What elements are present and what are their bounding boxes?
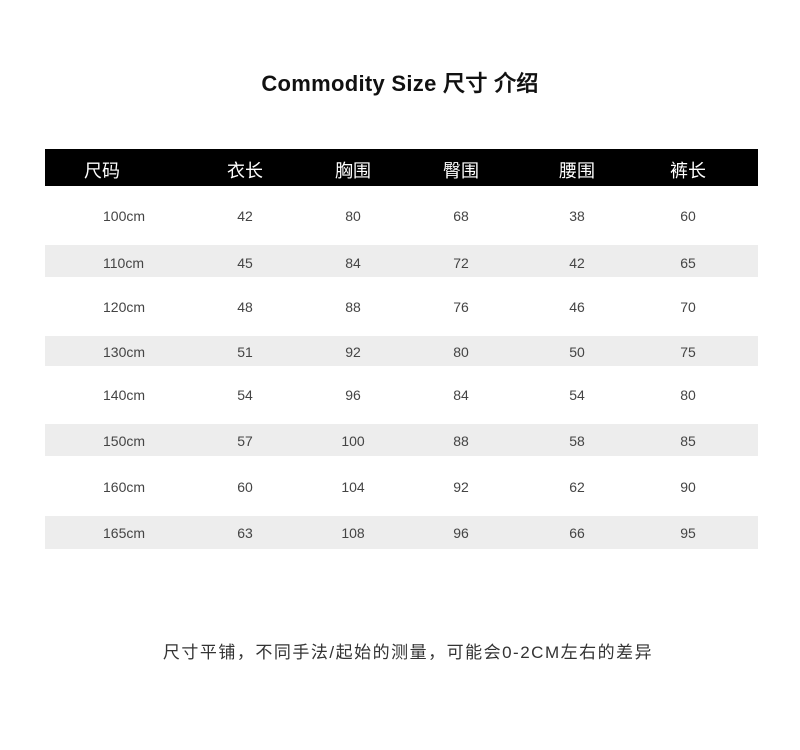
table-row: 160cm 60 104 92 62 90 <box>45 456 758 516</box>
cell-waist: 42 <box>569 255 585 271</box>
cell-pants-length: 75 <box>680 344 696 360</box>
cell-pants-length: 90 <box>680 479 696 495</box>
cell-length: 45 <box>237 255 253 271</box>
cell-length: 48 <box>237 299 253 315</box>
cell-chest: 108 <box>341 525 365 541</box>
cell-pants-length: 60 <box>680 208 696 224</box>
cell-chest: 88 <box>345 299 361 315</box>
cell-length: 57 <box>237 433 253 449</box>
cell-length: 60 <box>237 479 253 495</box>
measurement-note: 尺寸平铺，不同手法/起始的测量，可能会0-2CM左右的差异 <box>162 643 654 662</box>
cell-hip: 92 <box>453 479 469 495</box>
cell-pants-length: 85 <box>680 433 696 449</box>
cell-pants-length: 95 <box>680 525 696 541</box>
cell-chest: 100 <box>341 433 365 449</box>
cell-chest: 96 <box>345 387 361 403</box>
cell-size: 150cm <box>103 433 146 449</box>
header-size: 尺码 <box>84 161 120 181</box>
cell-hip: 84 <box>453 387 469 403</box>
cell-length: 42 <box>237 208 253 224</box>
cell-hip: 88 <box>453 433 469 449</box>
cell-pants-length: 80 <box>680 387 696 403</box>
cell-length: 54 <box>237 387 253 403</box>
header-waist: 腰围 <box>559 161 595 181</box>
table-row: 120cm 48 88 76 46 70 <box>45 277 758 336</box>
cell-hip: 80 <box>453 344 469 360</box>
cell-waist: 62 <box>569 479 585 495</box>
cell-pants-length: 70 <box>680 299 696 315</box>
cell-waist: 50 <box>569 344 585 360</box>
size-table: 尺码 衣长 胸围 臀围 腰围 裤长 100cm 42 80 68 38 60 110cm 45… <box>45 149 758 549</box>
cell-hip: 72 <box>453 255 469 271</box>
cell-chest: 80 <box>345 208 361 224</box>
cell-chest: 104 <box>341 479 365 495</box>
cell-hip: 96 <box>453 525 469 541</box>
table-row: 110cm 45 84 72 42 65 <box>45 245 758 277</box>
cell-size: 160cm <box>103 479 146 495</box>
cell-size: 165cm <box>103 525 146 541</box>
cell-size: 140cm <box>103 387 146 403</box>
cell-waist: 54 <box>569 387 585 403</box>
cell-waist: 58 <box>569 433 585 449</box>
header-hip: 臀围 <box>443 161 479 181</box>
cell-pants-length: 65 <box>680 255 696 271</box>
cell-size: 100cm <box>103 208 146 224</box>
cell-chest: 84 <box>345 255 361 271</box>
cell-waist: 46 <box>569 299 585 315</box>
cell-chest: 92 <box>345 344 361 360</box>
table-row: 140cm 54 96 84 54 80 <box>45 366 758 424</box>
table-row: 130cm 51 92 80 50 75 <box>45 336 758 366</box>
cell-size: 130cm <box>103 344 146 360</box>
table-header: 尺码 衣长 胸围 臀围 腰围 裤长 <box>45 149 758 186</box>
cell-length: 63 <box>237 525 253 541</box>
table-row: 100cm 42 80 68 38 60 <box>45 186 758 245</box>
table-row: 165cm 63 108 96 66 95 <box>45 516 758 549</box>
page-title: Commodity Size 尺寸 介绍 <box>261 71 539 96</box>
cell-hip: 76 <box>453 299 469 315</box>
cell-size: 110cm <box>103 255 144 271</box>
cell-waist: 38 <box>569 208 585 224</box>
cell-hip: 68 <box>453 208 469 224</box>
cell-waist: 66 <box>569 525 585 541</box>
table-row: 150cm 57 100 88 58 85 <box>45 424 758 456</box>
header-pants-length: 裤长 <box>670 161 706 181</box>
cell-size: 120cm <box>103 299 146 315</box>
header-length: 衣长 <box>227 161 263 181</box>
cell-length: 51 <box>237 344 253 360</box>
header-chest: 胸围 <box>335 161 371 181</box>
